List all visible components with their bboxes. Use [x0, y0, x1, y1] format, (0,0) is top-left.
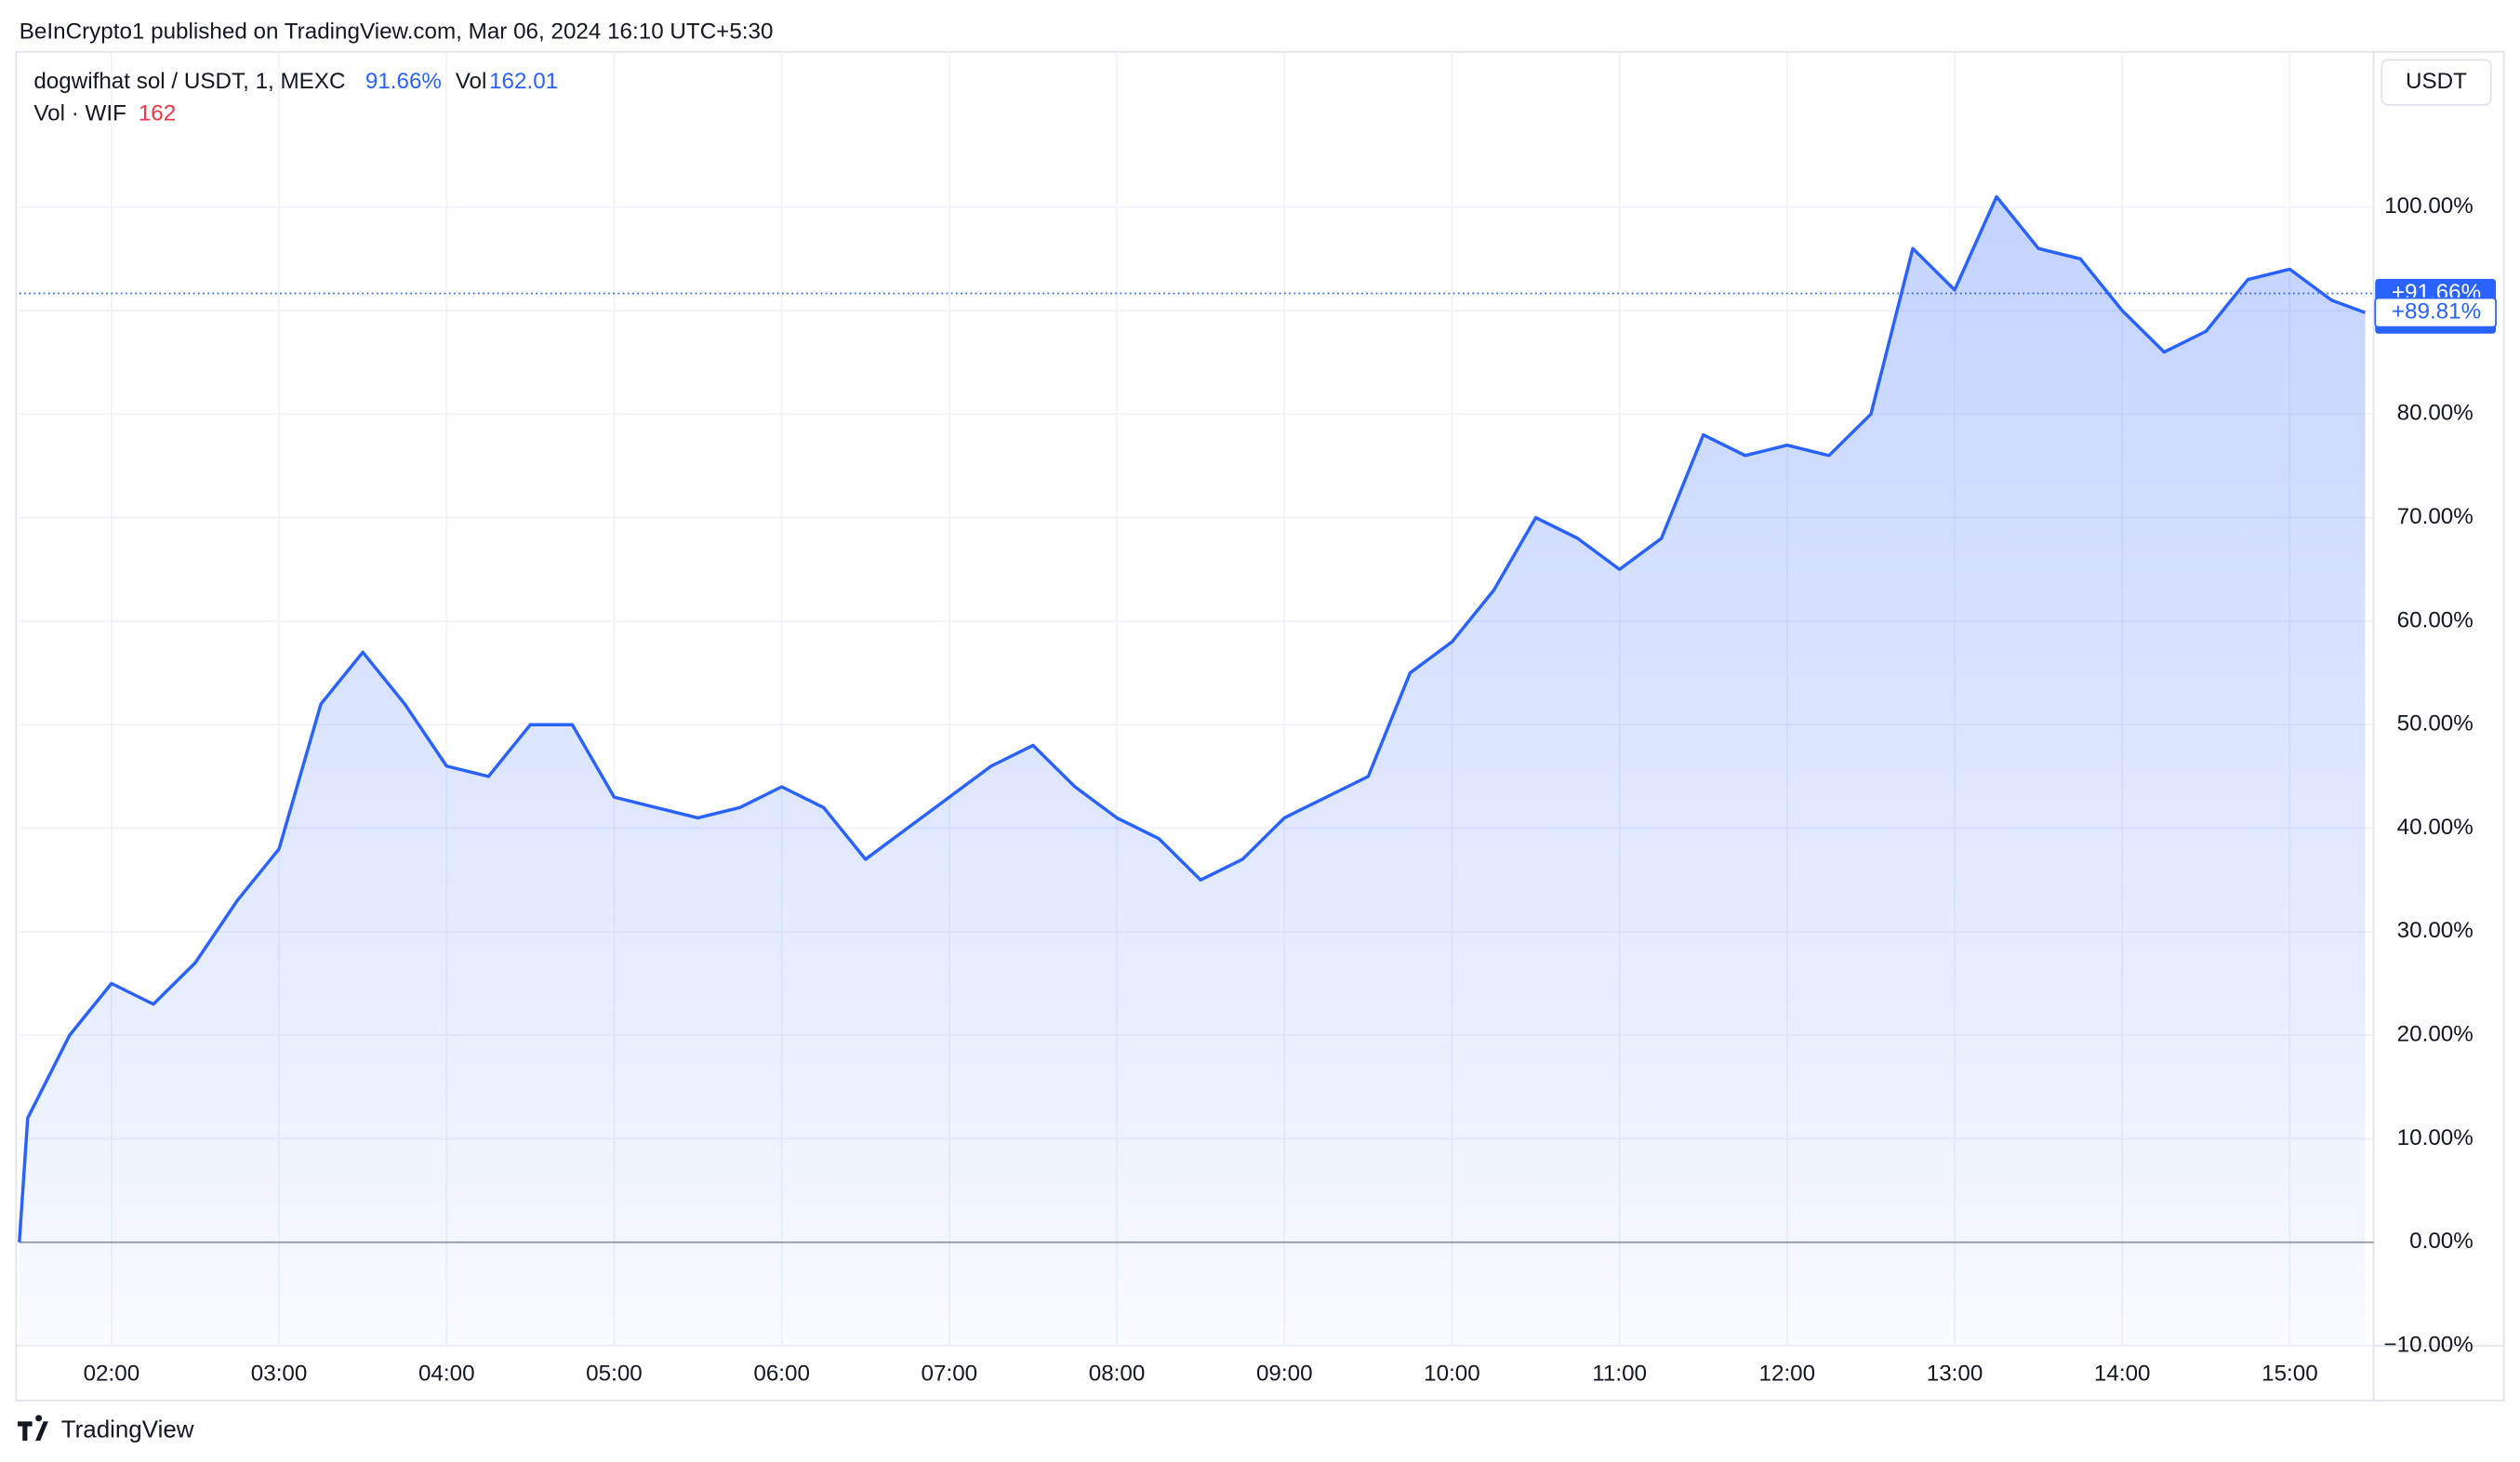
chart-title: dogwifhat sol / USDT, 1, MEXC — [33, 69, 345, 94]
currency-label[interactable]: USDT — [2406, 69, 2467, 94]
x-tick-label: 03:00 — [251, 1362, 308, 1387]
x-tick-label: 05:00 — [586, 1362, 643, 1387]
y-tick-label: 0.00% — [2409, 1229, 2474, 1254]
y-tick-label: 60.00% — [2397, 607, 2474, 632]
area-fill — [19, 196, 2366, 1347]
line — [18, 194, 2367, 1243]
x-tick-label: 13:00 — [1927, 1362, 1983, 1387]
volume-title: Vol · WIF — [33, 101, 126, 126]
x-tick-label: 12:00 — [1759, 1362, 1816, 1387]
x-tick-label: 02:00 — [84, 1362, 140, 1387]
y-tick-label: 70.00% — [2397, 504, 2474, 529]
x-tick-label: 14:00 — [2094, 1362, 2151, 1387]
vol-value: 162.01 — [489, 69, 558, 94]
price-badge — [2374, 297, 2497, 328]
y-tick-label: 30.00% — [2397, 918, 2474, 943]
x-tick-label: 06:00 — [753, 1362, 810, 1387]
x-tick-label: 11:00 — [1592, 1362, 1647, 1387]
volume-value: 162 — [139, 101, 176, 126]
y-tick-label: 20.00% — [2397, 1022, 2474, 1047]
x-tick-label: 15:00 — [2261, 1362, 2318, 1387]
vol-label: Vol — [456, 69, 487, 94]
y-tick-label: 10.00% — [2397, 1125, 2474, 1150]
y-tick-label: 50.00% — [2397, 711, 2474, 737]
x-tick-label: 07:00 — [922, 1362, 978, 1387]
chart-frame — [15, 50, 2505, 1402]
brand-name: TradingView — [61, 1417, 194, 1443]
price-label: +89.81% — [2392, 299, 2481, 324]
brand-logo — [18, 1415, 48, 1442]
y-tick-label: 80.00% — [2397, 401, 2474, 426]
published-note: BeInCrypto1 published on TradingView.com… — [20, 19, 774, 44]
y-tick-label: −10.00% — [2384, 1332, 2474, 1357]
y-tick-label: 40.00% — [2397, 815, 2474, 840]
currency-button[interactable] — [2381, 59, 2492, 106]
x-tick-label: 04:00 — [418, 1362, 475, 1387]
x-tick-label: 09:00 — [1256, 1362, 1313, 1387]
x-tick-label: 08:00 — [1089, 1362, 1146, 1387]
change-label: 91.66% — [365, 69, 442, 94]
x-tick-label: 10:00 — [1424, 1362, 1480, 1387]
y-tick-label: 100.00% — [2384, 193, 2474, 219]
